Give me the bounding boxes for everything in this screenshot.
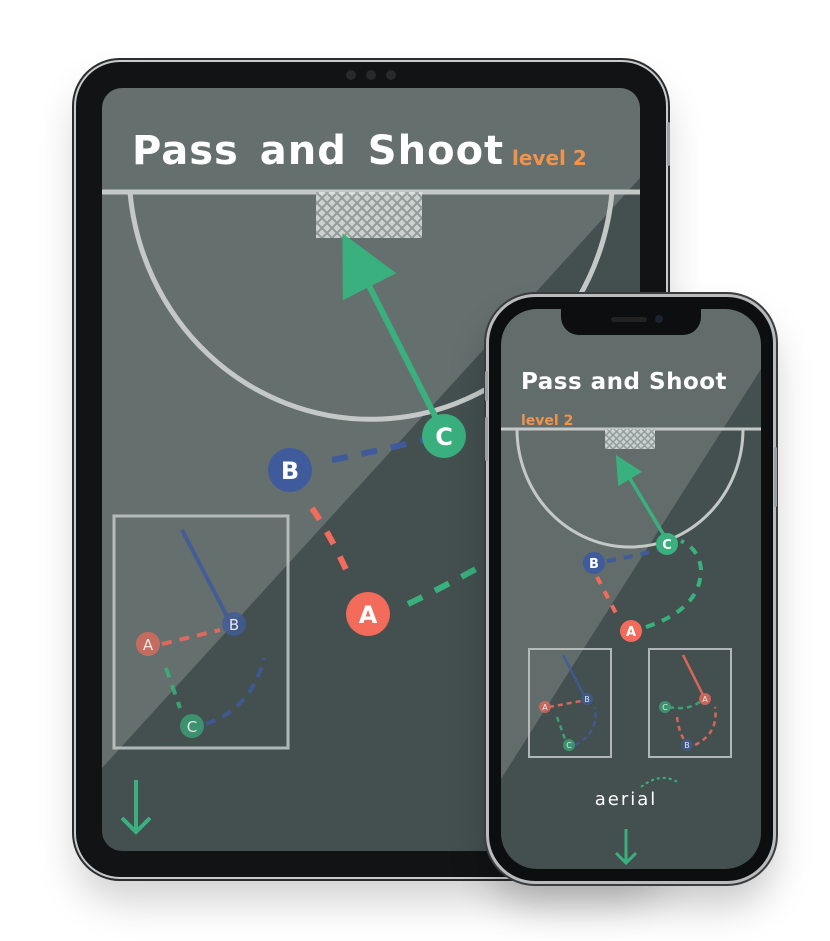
goal-net-icon	[316, 192, 422, 238]
tablet-screen: C B A A B	[102, 88, 640, 851]
phone-volume-button	[485, 417, 488, 461]
pass-a-to-c	[645, 539, 704, 629]
phone-mute-switch	[485, 371, 488, 401]
drill-level: level 2	[521, 413, 574, 429]
mini-player-b-label: B	[229, 616, 239, 634]
mini-drill-diagram-2[interactable]: C A B	[648, 648, 732, 758]
mini1-player-a-label: A	[542, 703, 548, 712]
player-c-marker: C	[656, 533, 678, 555]
down-arrow-icon[interactable]	[118, 778, 154, 838]
pass-b-to-c	[331, 435, 433, 463]
aerial-curve	[640, 776, 680, 788]
player-a-label: A	[359, 601, 378, 629]
mini-drill-diagram[interactable]: A B C	[112, 514, 290, 750]
screen-glare	[102, 88, 640, 768]
mini2-player-c-label: C	[662, 703, 668, 712]
mini-player-a-label: A	[143, 636, 154, 654]
mini1-player-c-label: C	[566, 741, 572, 750]
down-arrow-icon[interactable]	[613, 827, 639, 867]
drill-level: level 2	[512, 146, 587, 170]
mini-player-c-label: C	[187, 718, 197, 736]
shot-arrow	[615, 454, 667, 538]
goal-net-icon	[605, 429, 655, 449]
run-b-to-a	[595, 576, 621, 620]
player-c-label: C	[662, 538, 672, 553]
mini2-player-a-label: A	[702, 695, 708, 704]
tablet-device: C B A A B	[76, 62, 670, 877]
tablet-drill-field: C B A A B	[102, 88, 640, 768]
mini2-player-b-label: B	[684, 741, 690, 750]
aerial-label: aerial	[594, 789, 658, 810]
player-a-marker: A	[620, 620, 642, 642]
player-a-marker: A	[346, 592, 390, 636]
phone-power-button	[774, 447, 777, 507]
player-c-marker: C	[422, 414, 466, 458]
tablet-side-button	[667, 122, 670, 166]
player-a-label: A	[626, 625, 636, 640]
shot-arrow	[342, 233, 439, 420]
drill-title: Pass and Shoot	[132, 128, 505, 174]
player-b-marker: B	[268, 448, 312, 492]
phone-drill-field: C B A A B C	[501, 309, 761, 788]
mini1-player-b-label: B	[584, 695, 590, 704]
player-b-label: B	[589, 557, 599, 572]
mini-drill-diagram-1[interactable]: A B C	[528, 648, 612, 758]
phone-screen: C B A A B C	[501, 309, 761, 869]
phone-notch	[561, 309, 701, 335]
shooting-circle	[515, 428, 745, 549]
player-b-marker: B	[583, 552, 605, 574]
pass-a-to-c	[406, 540, 524, 607]
tablet-camera-array	[346, 70, 396, 80]
player-c-label: C	[435, 423, 453, 451]
run-b-to-a	[309, 506, 351, 576]
player-b-label: B	[281, 457, 299, 485]
phone-device: C B A A B C	[485, 297, 777, 881]
drill-title: Pass and Shoot	[521, 369, 728, 395]
